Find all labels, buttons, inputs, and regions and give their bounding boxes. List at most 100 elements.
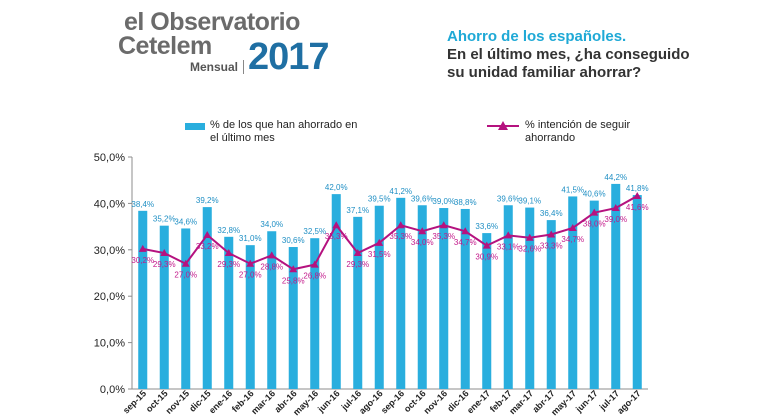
- bar-value-label: 39,5%: [368, 195, 391, 204]
- line-value-label: 34,7%: [561, 235, 584, 244]
- bar: [159, 225, 169, 389]
- bar-value-label: 34,6%: [174, 217, 197, 226]
- line-value-label: 28,8%: [260, 262, 283, 271]
- bar-value-label: 34,0%: [260, 220, 283, 229]
- line-marker: [375, 238, 384, 246]
- line-value-label: 26,8%: [303, 272, 326, 281]
- bar: [202, 207, 212, 389]
- y-tick-label: 40,0%: [94, 198, 125, 210]
- line-marker: [246, 259, 255, 267]
- bar-value-label: 30,6%: [282, 236, 305, 245]
- line-marker: [310, 260, 319, 268]
- x-tick-label: jun-17: [573, 388, 600, 415]
- line-value-label: 38,0%: [583, 220, 606, 229]
- bar-value-label: 41,5%: [561, 185, 584, 194]
- x-tick-label: sep-16: [379, 388, 406, 415]
- bar-value-label: 35,2%: [153, 215, 176, 224]
- bar: [181, 228, 191, 389]
- bar: [589, 200, 599, 389]
- line-marker: [353, 249, 362, 257]
- x-tick-label: mar-17: [507, 388, 535, 416]
- line-value-label: 33,3%: [540, 241, 563, 250]
- line-value-label: 30,9%: [475, 253, 498, 262]
- bar: [310, 238, 320, 389]
- series-line: [142, 195, 638, 271]
- x-tick-label: ene-16: [207, 388, 234, 415]
- question-block: Ahorro de los españoles. En el último me…: [447, 28, 707, 82]
- line-value-label: 35,3%: [432, 232, 455, 241]
- bar-value-label: 40,6%: [583, 190, 606, 199]
- bar-value-label: 44,2%: [604, 173, 627, 182]
- logo-separator: [243, 60, 244, 74]
- bar: [568, 196, 578, 389]
- line-marker: [482, 241, 491, 249]
- line-marker: [568, 223, 577, 231]
- x-tick-label: nov-16: [422, 388, 450, 416]
- line-marker: [160, 249, 169, 257]
- line-marker: [181, 259, 190, 267]
- x-tick-label: sep-15: [121, 388, 148, 415]
- y-tick-label: 30,0%: [94, 245, 125, 257]
- bar-value-label: 38,8%: [454, 198, 477, 207]
- bar: [224, 236, 234, 389]
- line-marker: [203, 230, 212, 238]
- line-value-label: 41,6%: [626, 203, 649, 212]
- bar: [632, 195, 642, 389]
- x-tick-label: ago-16: [357, 388, 385, 416]
- y-tick-label: 20,0%: [94, 291, 125, 303]
- line-value-label: 29,3%: [217, 260, 240, 269]
- bar-value-label: 32,5%: [303, 227, 326, 236]
- bar: [353, 216, 363, 389]
- bar: [460, 208, 470, 389]
- line-value-label: 39,0%: [604, 215, 627, 224]
- bar: [482, 233, 492, 389]
- logo-year: 2017: [248, 36, 330, 78]
- bar-value-label: 31,0%: [239, 234, 262, 243]
- bar-value-label: 36,4%: [540, 209, 563, 218]
- line-marker: [590, 208, 599, 216]
- bar: [546, 220, 556, 389]
- logo-line-3: Mensual: [190, 60, 239, 74]
- x-tick-label: jun-16: [315, 388, 342, 415]
- line-marker: [396, 221, 405, 229]
- bar-value-label: 39,1%: [518, 197, 541, 206]
- line-marker: [138, 244, 147, 252]
- line-marker: [504, 231, 513, 239]
- x-tick-label: ene-17: [465, 388, 492, 415]
- bar: [417, 205, 427, 389]
- line-value-label: 31,5%: [368, 250, 391, 259]
- bar-value-label: 37,1%: [346, 206, 369, 215]
- bar: [288, 247, 298, 389]
- line-value-label: 35,3%: [389, 232, 412, 241]
- line-value-label: 35,3%: [325, 232, 348, 241]
- bar-value-label: 39,6%: [411, 194, 434, 203]
- line-marker: [461, 227, 470, 235]
- line-marker: [547, 230, 556, 238]
- line-value-label: 32,6%: [518, 245, 541, 254]
- line-marker: [439, 221, 448, 229]
- x-tick-label: mar-16: [249, 388, 277, 416]
- bar-value-label: 32,8%: [217, 226, 240, 235]
- line-marker: [289, 265, 298, 273]
- y-tick-label: 50,0%: [94, 152, 125, 164]
- bar-value-label: 42,0%: [325, 183, 348, 192]
- line-marker: [633, 191, 642, 199]
- bar: [374, 205, 384, 389]
- bar-value-label: 39,6%: [497, 194, 520, 203]
- line-value-label: 30,2%: [131, 256, 154, 265]
- bar: [267, 231, 277, 389]
- line-marker: [332, 221, 341, 229]
- line-value-label: 29,3%: [153, 260, 176, 269]
- line-value-label: 34,0%: [411, 238, 434, 247]
- line-value-label: 29,3%: [346, 260, 369, 269]
- line-marker: [611, 204, 620, 212]
- bar: [611, 183, 621, 389]
- bar-value-label: 41,8%: [626, 184, 649, 193]
- line-marker: [224, 249, 233, 257]
- bar: [138, 210, 148, 389]
- line-marker: [525, 233, 534, 241]
- line-value-label: 27,0%: [239, 271, 262, 280]
- line-marker: [418, 227, 427, 235]
- question-body: En el último mes, ¿ha conseguido su unid…: [447, 46, 690, 81]
